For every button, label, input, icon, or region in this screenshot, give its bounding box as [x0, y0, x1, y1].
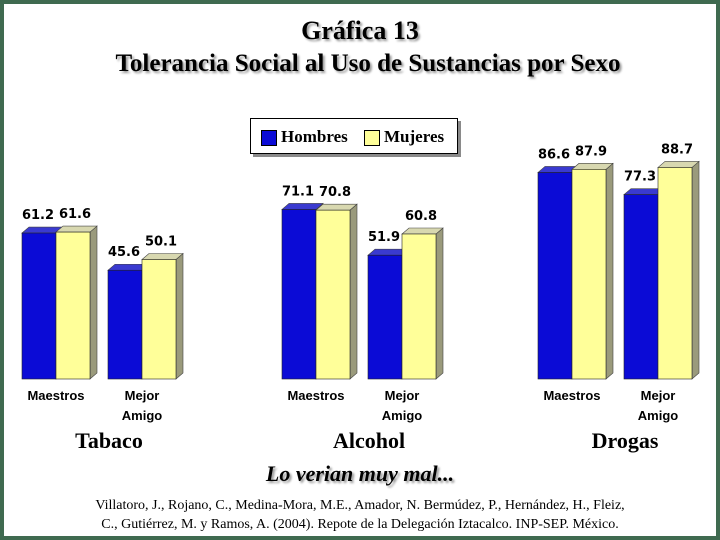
legend-label-hombres: Hombres: [281, 127, 348, 146]
bar-hombres: [21, 232, 57, 380]
citation: Villatoro, J., Rojano, C., Medina-Mora, …: [24, 496, 696, 534]
category-label: Maestros: [543, 388, 600, 403]
bar-side-mujeres: [175, 252, 184, 380]
chart-caption: Lo verian muy mal...: [265, 461, 455, 486]
citation-line-1: Villatoro, J., Rojano, C., Medina-Mora, …: [95, 498, 625, 513]
chart-title: Gráfica 13: [301, 16, 419, 45]
bar-top-mujeres: [315, 203, 358, 211]
group-label: Drogas: [592, 428, 659, 453]
bar-hombres: [107, 269, 143, 380]
category-label: Mejor: [385, 388, 420, 403]
bar-side-mujeres: [89, 225, 98, 380]
bar-mujeres: [141, 259, 177, 380]
legend-swatch-hombres: [261, 130, 277, 146]
citation-line-2: C., Gutiérrez, M. y Ramos, A. (2004). Re…: [101, 517, 619, 532]
data-label-hombres: 71.1: [282, 184, 314, 199]
data-label-hombres: 45.6: [108, 245, 140, 260]
legend-label-mujeres: Mujeres: [384, 127, 445, 146]
data-label-hombres: 86.6: [538, 147, 570, 162]
bar-top-mujeres: [55, 225, 98, 233]
category-label: Maestros: [287, 388, 344, 403]
bar-mujeres: [315, 209, 351, 380]
bar-top-mujeres: [141, 253, 184, 260]
bar-top-mujeres: [401, 227, 444, 235]
legend: Hombres Mujeres: [250, 118, 458, 154]
chart-subtitle-title: Tolerancia Social al Uso de Sustancias p…: [115, 50, 621, 77]
bar-chart: 61.2 61.6 Maestros 45.6 50.1 Mejor Amigo Tabaco…: [21, 142, 700, 453]
slide: Gráfica 13 Tolerancia Social al Uso de S…: [4, 4, 716, 536]
bar-hombres: [367, 254, 403, 380]
group-label: Tabaco: [75, 428, 143, 453]
bar-top-mujeres: [571, 163, 614, 170]
bar-side-mujeres: [691, 160, 700, 380]
bar-side-mujeres: [435, 227, 444, 380]
bar-top-hombres: [281, 203, 324, 210]
category-label: Amigo: [638, 408, 679, 423]
category-label: Mejor: [641, 388, 676, 403]
bar-hombres: [537, 172, 573, 380]
data-label-hombres: 77.3: [624, 170, 656, 185]
data-label-mujeres: 88.7: [661, 142, 693, 157]
group-label: Alcohol: [333, 428, 405, 453]
data-label-mujeres: 87.9: [575, 144, 607, 159]
bar-hombres: [623, 194, 659, 380]
data-label-hombres: 61.2: [22, 208, 54, 223]
category-label: Maestros: [27, 388, 84, 403]
data-label-mujeres: 61.6: [59, 207, 91, 222]
bar-mujeres: [657, 167, 693, 380]
category-label: Amigo: [382, 408, 423, 423]
bar-side-mujeres: [349, 203, 358, 380]
category-label: Mejor: [125, 388, 160, 403]
bar-side-mujeres: [605, 162, 614, 380]
category-label: Amigo: [122, 408, 163, 423]
data-label-mujeres: 60.8: [405, 209, 437, 224]
data-label-hombres: 51.9: [368, 230, 400, 245]
bar-mujeres: [401, 233, 437, 380]
legend-swatch-mujeres: [364, 130, 380, 146]
bar-mujeres: [571, 169, 607, 380]
bar-hombres: [281, 209, 317, 380]
bar-mujeres: [55, 231, 91, 380]
data-label-mujeres: 50.1: [145, 235, 177, 250]
data-label-mujeres: 70.8: [319, 185, 351, 200]
bar-top-mujeres: [657, 161, 700, 168]
